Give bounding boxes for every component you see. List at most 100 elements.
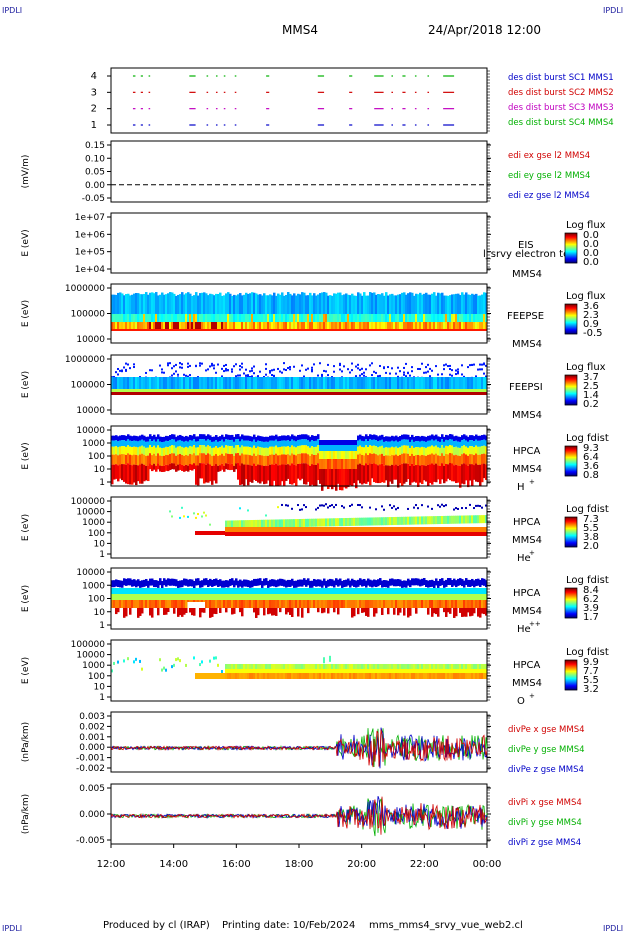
hpca-o-colorbar-strip — [565, 680, 577, 682]
hpca-he-colorbar-strip — [565, 544, 577, 546]
feepse-colorbar-strip — [565, 313, 577, 315]
hpca-o-colorbar-strip — [565, 675, 577, 677]
footer-produced: Produced by cl (IRAP) — [103, 920, 210, 931]
hpca-o-colorbar-strip — [565, 662, 577, 664]
hpca-h-tick-label: 10000 — [76, 426, 105, 436]
hpca-h-colorbar-strip — [565, 464, 577, 466]
hpca-hepp-colorbar-strip — [565, 589, 577, 591]
eis-colorbar-value: 0.0 — [583, 230, 599, 241]
hpca-he-colorbar-frame — [564, 516, 578, 548]
hpca-hepp-colorbar-strip — [565, 612, 577, 614]
hpca-hepp-colorbar-strip — [565, 611, 577, 613]
hpca-he-colorbar-strip — [565, 532, 577, 534]
hpca-o-colorbar-strip — [565, 671, 577, 673]
spacecraft-title: MMS4 — [282, 23, 318, 37]
feepse-colorbar-strip — [565, 322, 577, 324]
divpe-legend-entry: divPe y gse MMS4 — [508, 745, 585, 755]
eis-colorbar-strip — [565, 250, 577, 252]
hpca-h-colorbar-strip — [565, 474, 577, 476]
hpca-o-colorbar-strip — [565, 684, 577, 686]
hpca-he-colorbar-strip — [565, 530, 577, 532]
hpca-hepp-tick-label: 100 — [88, 595, 105, 605]
hpca-he-colorbar-strip — [565, 531, 577, 533]
divpe-tick-label: 0.003 — [79, 712, 105, 722]
hpca-he-colorbar-strip — [565, 521, 577, 523]
eis-colorbar-strip — [565, 246, 577, 248]
hpca-he-colorbar-title: Log fdist — [566, 504, 609, 515]
hpca-o-colorbar-strip — [565, 666, 577, 668]
edi-tick-label: 0.10 — [85, 154, 105, 164]
feepse-colorbar-strip — [565, 317, 577, 319]
divpe-tick-label: -0.002 — [76, 764, 105, 774]
feepsi-colorbar-strip — [565, 398, 577, 400]
eis-overlay-label: l_srvy electron to — [483, 249, 569, 260]
eis-colorbar-strip — [565, 238, 577, 240]
hpca-o-colorbar-strip — [565, 663, 577, 665]
hpca-h-colorbar-title: Log fdist — [566, 433, 609, 444]
hpca-hepp-colorbar-strip — [565, 605, 577, 607]
hpca-o-colorbar-strip — [565, 678, 577, 680]
x-tick-label: 16:00 — [222, 859, 251, 870]
divpe-legend-entry: divPe z gse MMS4 — [508, 765, 584, 775]
eis-colorbar-strip — [565, 243, 577, 245]
divpi-ylabel: (nPa/km) — [21, 794, 31, 834]
feepsi-colorbar-value: 3.7 — [583, 372, 599, 383]
eis-colorbar-title: Log flux — [566, 220, 606, 231]
feepse-tick-label: 10000 — [76, 335, 105, 345]
eis-colorbar-strip — [565, 233, 577, 235]
corner-label: IPDLI — [2, 924, 23, 933]
eis-tick-label: 1e+05 — [75, 248, 105, 258]
hpca-h-colorbar-value: 6.4 — [583, 452, 599, 463]
hpca-o-colorbar-strip — [565, 681, 577, 683]
edi-ylabel: (mV/m) — [21, 155, 31, 189]
feepsi-colorbar-value: 0.2 — [583, 399, 599, 410]
hpca-o-colorbar-strip — [565, 679, 577, 681]
hpca-o-colorbar-strip — [565, 669, 577, 671]
burst-tick-label: 2 — [91, 104, 97, 115]
hpca-o-colorbar-strip — [565, 661, 577, 663]
hpca-h-colorbar-strip — [565, 452, 577, 454]
hpca-he-colorbar-strip — [565, 517, 577, 519]
hpca-h-colorbar-strip — [565, 473, 577, 475]
hpca-hepp-colorbar-strip — [565, 591, 577, 593]
feepse-tick-label: 1000000 — [65, 284, 105, 294]
x-tick-label: 14:00 — [159, 859, 188, 870]
hpca-he-colorbar-strip — [565, 519, 577, 521]
hpca-o-colorbar-frame — [564, 659, 578, 691]
hpca-h-colorbar-strip — [565, 466, 577, 468]
feepsi-colorbar-value: 2.5 — [583, 381, 599, 392]
hpca-hepp-instrument-label: HPCA — [513, 588, 541, 599]
eis-colorbar-strip — [565, 237, 577, 239]
eis-colorbar-strip — [565, 251, 577, 253]
feepsi-colorbar-strip — [565, 376, 577, 378]
eis-colorbar-strip — [565, 254, 577, 256]
hpca-hepp-colorbar-strip — [565, 588, 577, 590]
hpca-hepp-colorbar-strip — [565, 607, 577, 609]
hpca-o-colorbar-strip — [565, 668, 577, 670]
hpca-hepp-colorbar-strip — [565, 595, 577, 597]
hpca-hepp-colorbar-strip — [565, 599, 577, 601]
feepse-colorbar-strip — [565, 319, 577, 321]
hpca-h-colorbar-strip — [565, 475, 577, 477]
eis-colorbar-strip — [565, 260, 577, 262]
hpca-hepp-spacecraft-label: MMS4 — [512, 606, 542, 617]
divpe-tick-label: 0.000 — [79, 743, 105, 753]
feepsi-colorbar-strip — [565, 389, 577, 391]
feepsi-colorbar-strip — [565, 395, 577, 397]
hpca-o-colorbar-title: Log fdist — [566, 647, 609, 658]
feepsi-tick-label: 100000 — [71, 381, 106, 391]
hpca-h-tick-label: 10 — [94, 465, 106, 475]
burst-tick-label: 4 — [91, 71, 97, 82]
hpca-o-spacecraft-label: MMS4 — [512, 678, 542, 689]
hpca-h-colorbar-strip — [565, 460, 577, 462]
burst-tick-label: 3 — [91, 87, 97, 98]
hpca-he-colorbar-value: 3.8 — [583, 532, 599, 543]
hpca-hepp-colorbar-strip — [565, 615, 577, 617]
eis-colorbar-strip — [565, 258, 577, 260]
feepse-colorbar-strip — [565, 330, 577, 332]
hpca-h-tick-label: 1 — [99, 478, 105, 488]
hpca-o-colorbar-strip — [565, 688, 577, 690]
hpca-o-colorbar-strip — [565, 686, 577, 688]
footer-file: mms_mms4_srvy_vue_web2.cl — [369, 920, 523, 931]
hpca-o-colorbar-strip — [565, 689, 577, 691]
